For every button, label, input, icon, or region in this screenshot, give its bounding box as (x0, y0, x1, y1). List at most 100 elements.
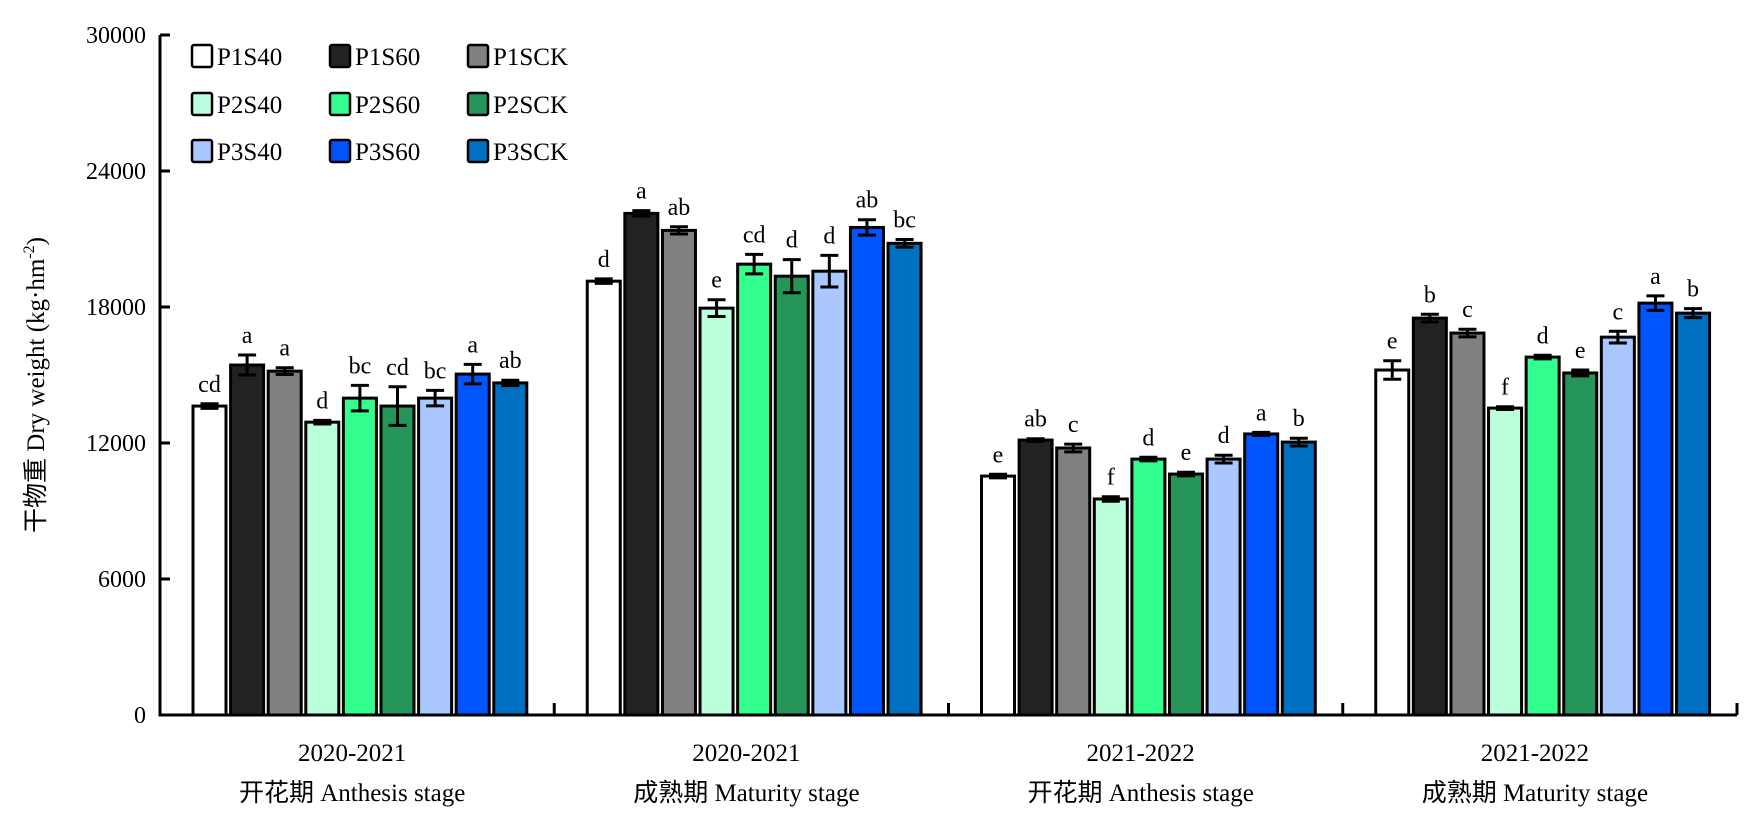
significance-letter: d (1537, 323, 1549, 349)
bar-P3S40 (811, 269, 848, 717)
legend-swatch (466, 43, 490, 69)
legend-swatch (466, 138, 490, 164)
bar-P1SCK (266, 369, 303, 717)
significance-letter: d (598, 247, 610, 273)
bar-P3S40 (1599, 335, 1636, 717)
significance-letter: a (467, 332, 478, 358)
bar-P2SCK (1562, 371, 1599, 717)
significance-letter: c (1462, 297, 1473, 323)
significance-letter: b (1293, 406, 1305, 432)
legend-swatch (190, 91, 214, 117)
significance-letter: ab (499, 348, 522, 374)
y-tick-label: 24000 (86, 159, 146, 185)
legend-item: P1S60 (328, 43, 420, 71)
bar-P1S40 (191, 404, 228, 717)
bar-P3S60 (1637, 301, 1674, 717)
legend-item: P3S60 (328, 138, 420, 166)
significance-letter: ab (1024, 407, 1047, 433)
bar-P2S40 (1487, 406, 1524, 717)
significance-letter: a (279, 336, 290, 362)
significance-letter: bc (424, 358, 447, 384)
bar-P3SCK (492, 381, 529, 717)
bar-P1SCK (1449, 331, 1486, 717)
legend-swatch (466, 91, 490, 117)
y-tick-label: 6000 (98, 567, 146, 593)
significance-letter: bc (349, 353, 372, 379)
bar-P3S60 (848, 225, 885, 717)
significance-letter: e (1181, 440, 1192, 466)
significance-letter: e (711, 268, 722, 294)
bar-P1S60 (1411, 316, 1448, 717)
legend-item: P3SCK (466, 138, 568, 166)
legend-swatch (190, 43, 214, 69)
x-category-label-year: 2021-2022 (1086, 740, 1194, 767)
significance-letter: d (1218, 423, 1230, 449)
legend-swatch (328, 43, 352, 69)
legend-swatch (190, 138, 214, 164)
bar-P1SCK (660, 228, 697, 717)
significance-letter: cd (386, 355, 409, 381)
significance-letter: b (1424, 282, 1436, 308)
significance-letter: a (1256, 400, 1267, 426)
significance-letter: e (993, 442, 1004, 468)
y-tick-label: 0 (134, 703, 146, 729)
legend-label: P2SCK (493, 92, 568, 119)
bar-P2S60 (736, 262, 773, 717)
bar-P2S40 (698, 306, 735, 717)
bar-P2SCK (379, 404, 416, 717)
legend-swatch (328, 91, 352, 117)
bar-P2SCK (1168, 472, 1204, 717)
legend-item: P3S40 (190, 138, 282, 166)
significance-letter: f (1107, 465, 1115, 491)
legend-label: P2S40 (217, 92, 282, 119)
significance-letter: f (1501, 375, 1509, 401)
significance-letter: c (1068, 412, 1079, 438)
x-category-label-stage: 成熟期 Maturity stage (1422, 779, 1648, 807)
y-axis-title: 干物重 Dry weight (kg·hm-2) (21, 237, 50, 533)
significance-letter: ab (856, 188, 879, 214)
significance-letter: e (1575, 338, 1586, 364)
legend-label: P1S40 (217, 44, 282, 71)
significance-letter: d (786, 228, 798, 254)
significance-letter: a (242, 323, 253, 349)
legend-label: P2S60 (355, 92, 420, 119)
legend-label: P3SCK (493, 139, 568, 166)
significance-letter: d (316, 388, 328, 414)
bar-P3S40 (417, 396, 454, 717)
legend-label: P1S60 (355, 44, 420, 71)
bar-P3S40 (1205, 457, 1242, 717)
x-category-label-stage: 开花期 Anthesis stage (239, 779, 465, 807)
y-tick-label: 12000 (86, 431, 146, 457)
significance-letter: cd (198, 372, 221, 398)
x-category-label-stage: 成熟期 Maturity stage (633, 779, 859, 807)
bar-P1S60 (229, 363, 266, 717)
x-category-label-year: 2021-2022 (1481, 740, 1589, 767)
x-axis-category-labels: 2020-2021 开花期 Anthesis stage 2020-2021 成熟期 … (239, 740, 1648, 807)
significance-letter: d (823, 223, 835, 249)
legend-swatch (328, 138, 352, 164)
bar-P1S60 (623, 211, 660, 717)
significance-letter: bc (893, 207, 916, 233)
legend-item: P2SCK (466, 91, 568, 119)
legend-label: P1SCK (493, 44, 568, 71)
bar-P1SCK (1055, 446, 1092, 717)
significance-letter: a (1650, 264, 1661, 290)
bar-P3S60 (1243, 432, 1280, 717)
significance-letter: cd (743, 222, 766, 248)
bar-P2S60 (341, 396, 378, 717)
bar-P1S40 (980, 474, 1016, 717)
significance-letter: b (1687, 277, 1699, 303)
legend: P1S40 P1S60 P1SCK P2S40 P2S60 P2SCK P3S40 P3S60… (190, 43, 568, 166)
legend-item: P1S40 (190, 43, 282, 71)
bar-P2S40 (304, 420, 341, 717)
bar-P1S40 (585, 279, 622, 717)
bar-P3SCK (886, 241, 923, 717)
bar-P3SCK (1675, 311, 1712, 717)
bar-P2SCK (773, 274, 810, 717)
x-category-label-year: 2020-2021 (692, 740, 800, 767)
legend-item: P2S40 (190, 91, 282, 119)
significance-letter: ab (668, 195, 691, 221)
